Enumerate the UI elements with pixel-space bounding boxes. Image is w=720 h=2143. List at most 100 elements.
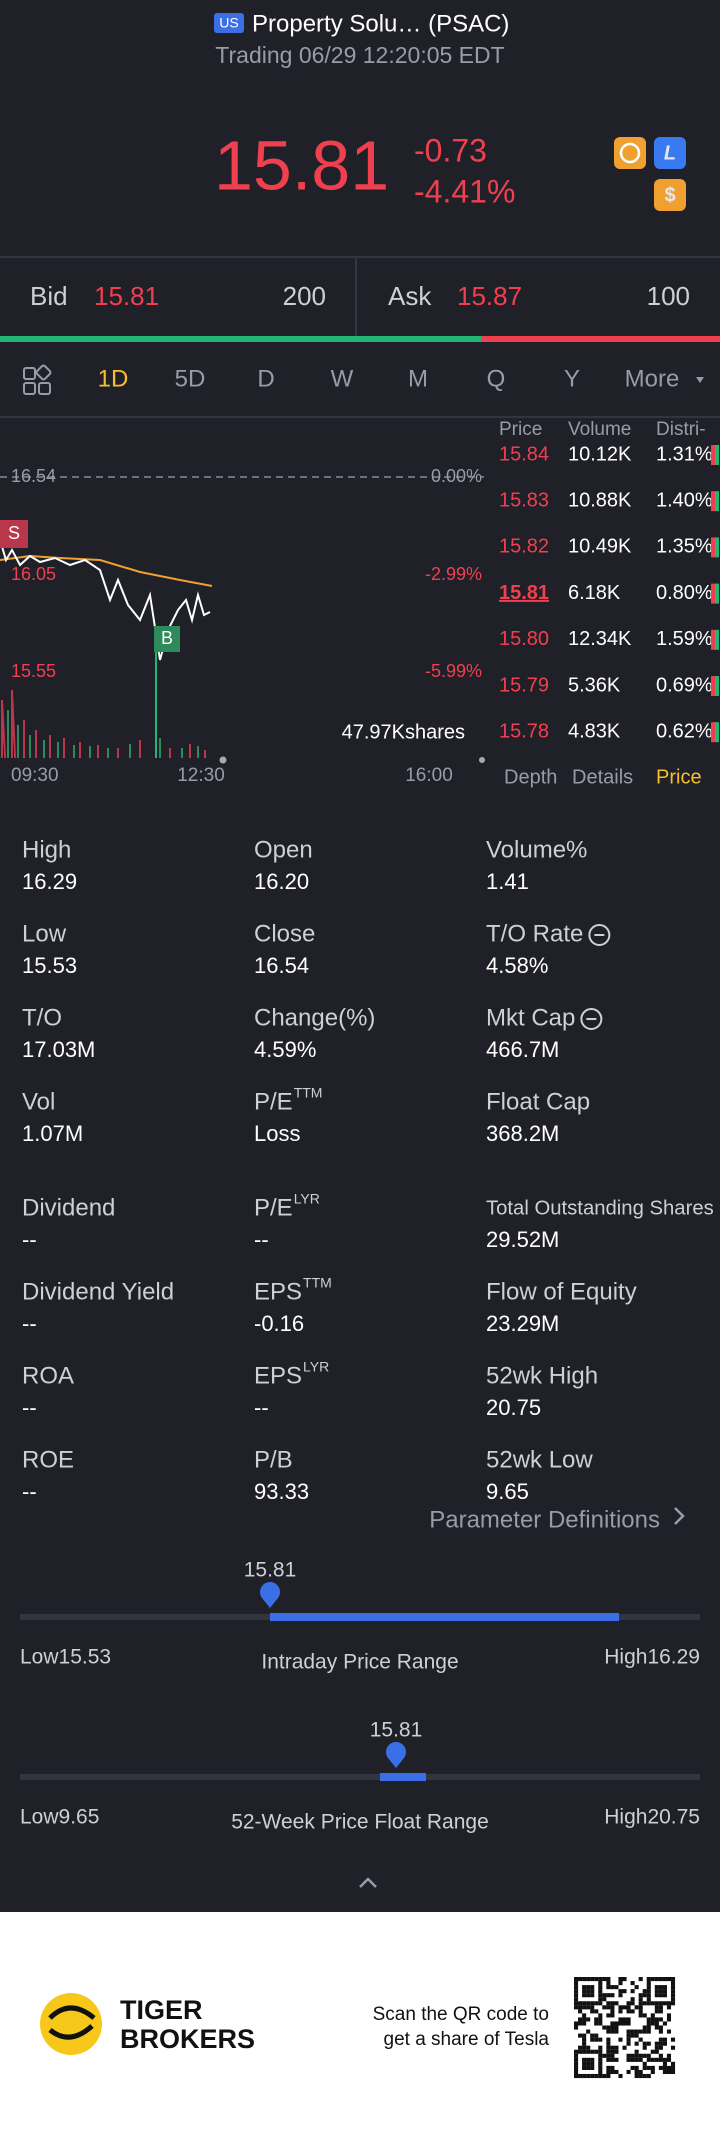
qr-module xyxy=(598,2045,603,2050)
qr-module xyxy=(574,2069,579,2075)
last-price: 15.81 xyxy=(214,126,389,204)
qr-module xyxy=(646,2041,651,2046)
qr-module xyxy=(658,2001,663,2006)
qr-module xyxy=(670,2069,676,2075)
qr-module xyxy=(594,2073,599,2079)
qr-module xyxy=(666,1977,672,1982)
qr-module xyxy=(626,2041,631,2046)
qr-module xyxy=(658,2005,663,2010)
timeframe-tab[interactable]: Q xyxy=(487,365,506,392)
logo xyxy=(40,1993,102,2055)
grid-icon[interactable] xyxy=(23,364,52,395)
qr-module xyxy=(670,1989,676,1994)
qr-module xyxy=(634,2029,639,2034)
qr-module xyxy=(646,2017,651,2022)
stat-value: -- xyxy=(254,1227,269,1252)
distribution-bar xyxy=(711,445,715,465)
stat-label: EPS xyxy=(254,1362,302,1389)
range-current: 15.81 xyxy=(370,1719,423,1742)
stat-value: 23.29M xyxy=(486,1311,559,1336)
stat-value: -- xyxy=(22,1311,37,1336)
qr-module xyxy=(634,2065,639,2070)
timeframe-tab[interactable]: 5D xyxy=(175,365,206,392)
qr-module xyxy=(654,1985,659,1990)
stat-value: 1.07M xyxy=(22,1121,83,1146)
stat-superscript: LYR xyxy=(294,1191,320,1207)
range-bars xyxy=(20,1582,700,1781)
stat-value: 4.58% xyxy=(486,953,548,978)
stat-value: 20.75 xyxy=(486,1395,541,1420)
qr-module xyxy=(586,1985,591,1990)
qr-module xyxy=(654,2041,659,2046)
collapse-chevron[interactable] xyxy=(359,1877,377,1888)
qr-module xyxy=(614,2069,619,2075)
stat-value: -- xyxy=(22,1395,37,1420)
qr-module xyxy=(606,2041,611,2046)
stat-value: Loss xyxy=(254,1121,300,1146)
orderbook-tab[interactable]: Price xyxy=(656,766,702,788)
qr-module xyxy=(610,2053,615,2058)
qr-module xyxy=(594,2049,599,2054)
qr-module xyxy=(582,2041,587,2046)
qr-module xyxy=(666,2057,672,2062)
timeframe-tab[interactable]: Y xyxy=(564,365,580,392)
parameter-link[interactable]: Parameter Definitions xyxy=(429,1506,660,1533)
qr-module xyxy=(610,2021,615,2026)
qr-module xyxy=(666,2065,672,2070)
qr-module xyxy=(590,1989,595,1994)
timeframe-tab[interactable]: More xyxy=(625,365,680,392)
orderbook-tab[interactable]: Depth xyxy=(504,766,557,788)
qr-module xyxy=(610,2069,615,2075)
qr-module xyxy=(654,1977,659,1982)
stat-value: -- xyxy=(22,1227,37,1252)
orderbook-tab[interactable]: Details xyxy=(572,766,633,788)
orderbook-cell: 10.49K xyxy=(568,536,632,558)
timeframe-tab[interactable]: D xyxy=(257,365,274,392)
stat-label: Float Cap xyxy=(486,1088,590,1115)
qr-module xyxy=(618,2017,623,2022)
timeframe-tab[interactable]: 1D xyxy=(98,365,129,392)
orderbook-cell: 1.40% xyxy=(656,489,713,511)
trading-status: Trading 06/29 12:20:05 EDT xyxy=(215,42,504,68)
chart-price-label: 16.54 xyxy=(11,466,56,486)
qr-module xyxy=(650,2021,655,2026)
qr-module xyxy=(662,1985,667,1990)
qr-module xyxy=(658,1977,663,1982)
qr-module xyxy=(626,2053,631,2058)
orderbook-cell: 0.80% xyxy=(656,582,713,604)
qr-module xyxy=(626,2005,631,2010)
qr-module xyxy=(582,1977,587,1982)
qr-module xyxy=(578,2073,583,2079)
qr-module xyxy=(630,2009,635,2014)
stat-label: Vol xyxy=(22,1088,55,1115)
qr-module xyxy=(626,2009,631,2014)
orderbook-cell: 0.62% xyxy=(656,720,713,742)
distribution-bar xyxy=(715,583,719,604)
time-label: 16:00 xyxy=(405,765,453,786)
qr-module xyxy=(634,2073,639,2079)
stat-label: Open xyxy=(254,836,313,863)
qr-module xyxy=(582,2005,587,2010)
qr-module xyxy=(574,2065,579,2070)
qr-module xyxy=(578,2049,583,2054)
qr-module xyxy=(582,2073,587,2079)
qr-module xyxy=(614,1985,619,1990)
stat-label: Total Outstanding Shares xyxy=(486,1197,714,1219)
stat-superscript: LYR xyxy=(303,1359,329,1375)
timeframe-tab[interactable]: M xyxy=(408,365,428,392)
qr-module xyxy=(646,1985,651,1990)
qr-module xyxy=(586,2029,591,2034)
qr-module xyxy=(598,1981,603,1986)
qr-module xyxy=(618,2073,623,2079)
qr-module xyxy=(670,1997,676,2002)
qr-module xyxy=(658,2025,663,2030)
stat-value: 466.7M xyxy=(486,1037,559,1062)
qr-module xyxy=(610,2001,615,2006)
brand-name: BROKERS xyxy=(120,2024,255,2054)
qr-module xyxy=(646,1981,651,1986)
timeframe-tab[interactable]: W xyxy=(331,365,354,392)
qr-module xyxy=(578,2021,583,2026)
qr-module xyxy=(598,2021,603,2026)
qr-module xyxy=(662,2057,667,2062)
qr-module xyxy=(646,1993,651,1998)
